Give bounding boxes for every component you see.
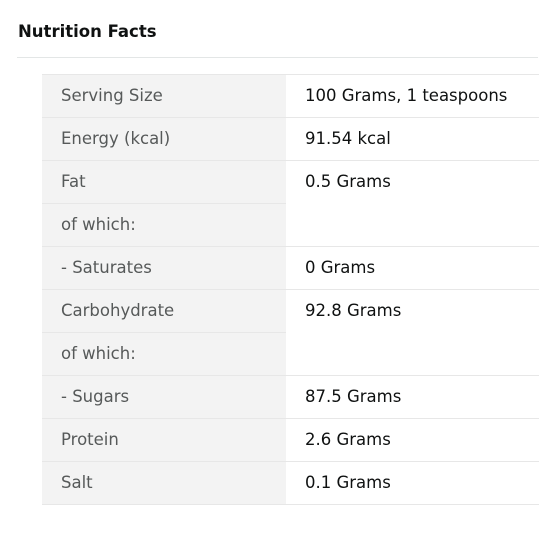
table-row: Salt 0.1 Grams <box>42 461 539 505</box>
table-row: Energy (kcal) 91.54 kcal <box>42 117 539 161</box>
nutrition-facts-table: Serving Size 100 Grams, 1 teaspoons Ener… <box>42 74 539 505</box>
row-label: Serving Size <box>42 74 286 118</box>
row-value: 87.5 Grams <box>286 375 539 419</box>
row-label: - Sugars <box>42 375 286 419</box>
row-label: Fat <box>42 160 286 204</box>
row-value: 0.1 Grams <box>286 461 539 505</box>
nutrition-facts-body: Serving Size 100 Grams, 1 teaspoons Ener… <box>42 74 539 505</box>
row-value: 2.6 Grams <box>286 418 539 462</box>
row-label: Energy (kcal) <box>42 117 286 161</box>
row-value: 91.54 kcal <box>286 117 539 161</box>
section-divider <box>17 57 538 58</box>
table-row: - Saturates 0 Grams <box>42 246 539 290</box>
row-label: Salt <box>42 461 286 505</box>
row-label: Protein <box>42 418 286 462</box>
table-row: Carbohydrate 92.8 Grams <box>42 289 539 333</box>
table-row: Protein 2.6 Grams <box>42 418 539 462</box>
table-row: Fat 0.5 Grams <box>42 160 539 204</box>
table-row: Serving Size 100 Grams, 1 teaspoons <box>42 74 539 118</box>
table-row: - Sugars 87.5 Grams <box>42 375 539 419</box>
row-value: 100 Grams, 1 teaspoons <box>286 74 539 118</box>
row-value <box>286 332 539 376</box>
row-label: Carbohydrate <box>42 289 286 333</box>
row-value <box>286 203 539 247</box>
row-value: 0.5 Grams <box>286 160 539 204</box>
row-value: 0 Grams <box>286 246 539 290</box>
section-title: Nutrition Facts <box>18 22 157 41</box>
row-label: of which: <box>42 203 286 247</box>
row-label: of which: <box>42 332 286 376</box>
row-label: - Saturates <box>42 246 286 290</box>
row-value: 92.8 Grams <box>286 289 539 333</box>
table-row: of which: <box>42 203 539 247</box>
table-row: of which: <box>42 332 539 376</box>
